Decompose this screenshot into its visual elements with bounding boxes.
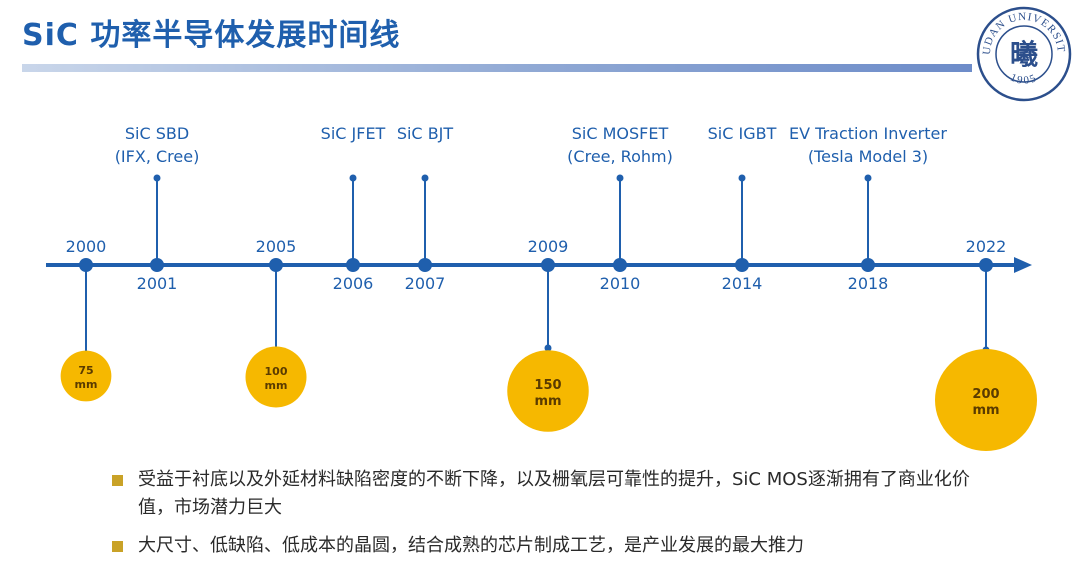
event-stem-dot (349, 174, 357, 182)
event-stem-dot (421, 174, 429, 182)
event-stem-dot (616, 174, 624, 182)
wafer-stem-dot (544, 344, 552, 352)
year-label: 2005 (256, 237, 297, 256)
year-node (613, 258, 627, 272)
bullet-item: 受益于衬底以及外延材料缺陷密度的不断下降，以及栅氧层可靠性的提升，SiC MOS… (112, 466, 992, 522)
year-label: 2000 (66, 237, 107, 256)
wafer-size-label: 150 mm (534, 378, 561, 409)
event-stem-dot (738, 174, 746, 182)
wafer-circle (935, 349, 1037, 451)
year-node (979, 258, 993, 272)
year-node (346, 258, 360, 272)
wafer-size-label: 100 mm (265, 365, 288, 392)
bullet-text: 受益于衬底以及外延材料缺陷密度的不断下降，以及栅氧层可靠性的提升，SiC MOS… (138, 469, 970, 518)
wafer-size-label: 200 mm (972, 387, 999, 418)
year-node (861, 258, 875, 272)
year-label: 2001 (137, 274, 178, 293)
university-logo: FUDAN UNIVERSITY 1905 曦 (970, 0, 1074, 104)
wafer-circle (245, 346, 307, 408)
year-node (79, 258, 93, 272)
timeline-arrowhead (1014, 257, 1032, 273)
year-label: 2010 (600, 274, 641, 293)
bullet-list: 受益于衬底以及外延材料缺陷密度的不断下降，以及栅氧层可靠性的提升，SiC MOS… (112, 466, 992, 570)
year-label: 2022 (966, 237, 1007, 256)
event-stem-dot (153, 174, 161, 182)
sic-timeline-chart: 75 mm 2000 SiC SBD (IFX, Cree) 2001 100 mm 2005 S… (46, 124, 1037, 451)
year-node (735, 258, 749, 272)
event-label: EV Traction Inverter (Tesla Model 3) (789, 124, 947, 166)
wafer-circle (507, 350, 589, 432)
event-label: SiC MOSFET (Cree, Rohm) (567, 124, 673, 166)
year-label: 2009 (528, 237, 569, 256)
svg-text:1905: 1905 (1008, 72, 1039, 87)
year-node (418, 258, 432, 272)
year-label: 2007 (405, 274, 446, 293)
svg-text:曦: 曦 (1010, 38, 1038, 71)
event-stem-dot (864, 174, 872, 182)
bullet-item: 大尺寸、低缺陷、低成本的晶圆，结合成熟的芯片制成工艺，是产业发展的最大推力 (112, 532, 992, 560)
event-label: SiC IGBT (708, 124, 777, 143)
year-label: 2006 (333, 274, 374, 293)
title-divider (22, 64, 972, 72)
year-node (269, 258, 283, 272)
wafer-size-label: 75 mm (75, 364, 98, 391)
bullet-text: 大尺寸、低缺陷、低成本的晶圆，结合成熟的芯片制成工艺，是产业发展的最大推力 (138, 535, 804, 556)
page-title: SiC 功率半导体发展时间线 (22, 18, 401, 53)
year-node (150, 258, 164, 272)
event-label: SiC BJT (397, 124, 454, 143)
year-label: 2018 (848, 274, 889, 293)
bullet-marker (112, 541, 123, 552)
year-node (541, 258, 555, 272)
wafer-circle (60, 350, 112, 402)
event-label: SiC SBD (IFX, Cree) (115, 124, 200, 166)
year-label: 2014 (722, 274, 763, 293)
bullet-marker (112, 475, 123, 486)
event-label: SiC JFET (321, 124, 386, 143)
